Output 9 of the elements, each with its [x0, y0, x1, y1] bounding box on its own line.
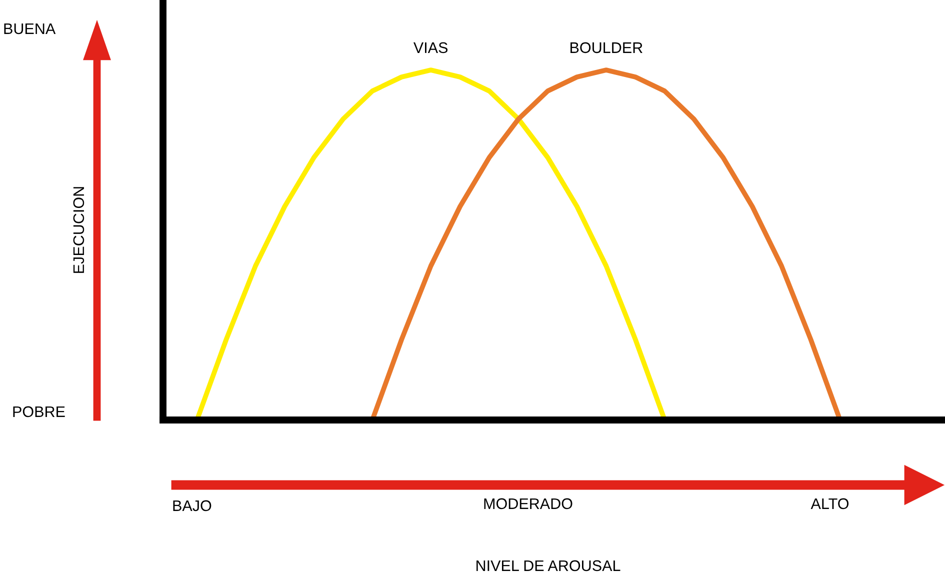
- text: ALTO: [810, 498, 849, 510]
- series-label: BOULDER: [570, 42, 642, 54]
- text: BAJO: [173, 500, 212, 512]
- text: EJECUCION: [73, 187, 84, 273]
- series-label: VIAS: [413, 42, 448, 54]
- text: MODERADO: [484, 498, 572, 510]
- text: POBRE: [13, 406, 65, 418]
- text: BUENA: [4, 23, 56, 34]
- text: NIVEL DE AROUSAL: [476, 560, 620, 572]
